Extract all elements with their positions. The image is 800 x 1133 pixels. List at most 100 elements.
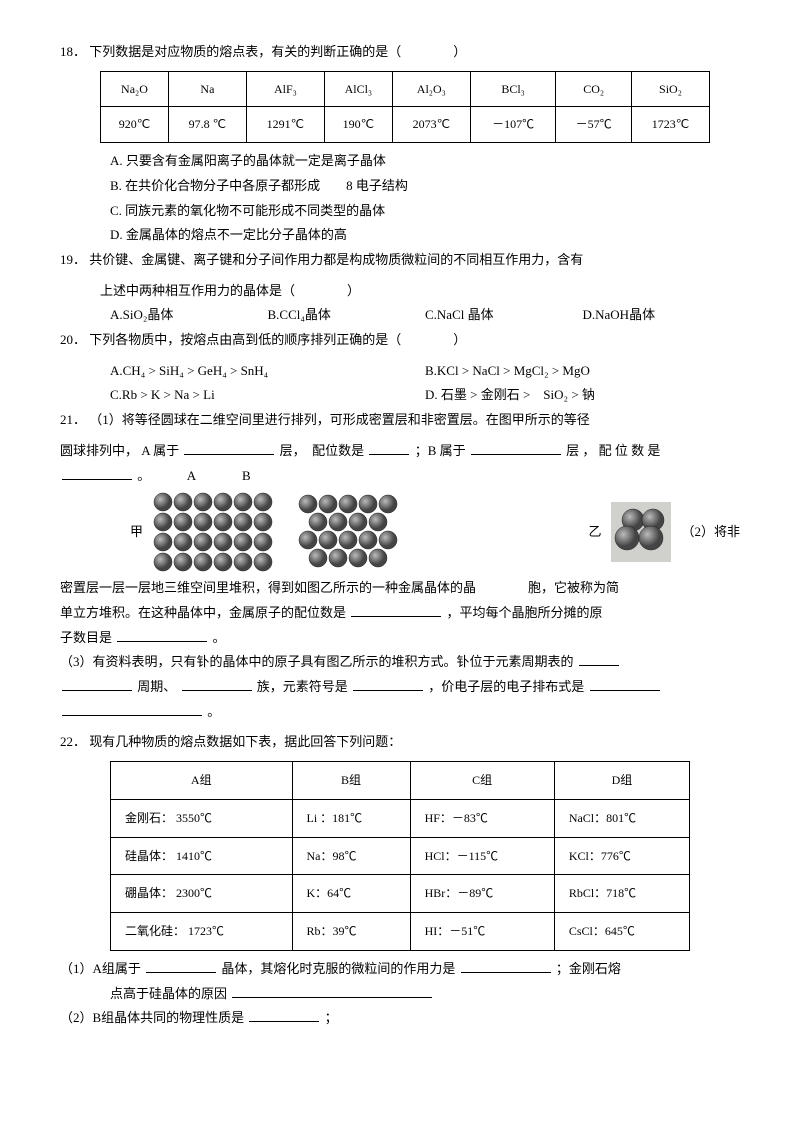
q21-t1a: （1）将等径圆球在二维空间里进行排列，可形成密置层和非密置层。在图甲所示的等径 [89, 412, 590, 427]
q20-options2: C.Rb > K > Na > Li D. 石墨 > 金刚石 > SiO₂ > … [60, 383, 740, 408]
q22-p1c: ；金刚石熔 [556, 961, 621, 976]
q21-t3b-b: 族，元素符号是 [257, 679, 348, 694]
packing-hex-icon [293, 492, 403, 572]
q18-h3: AlF₃ [246, 71, 324, 107]
q19-stem2: 上述中两种相互作用力的晶体是（ ） [60, 279, 740, 304]
cell: 硅晶体： 1410℃ [111, 837, 293, 875]
q21-t1c: 。 [137, 468, 150, 483]
blank [249, 1008, 319, 1022]
q19-optB: B.CCl₄晶体 [268, 303, 426, 328]
cell: Na：98℃ [292, 837, 410, 875]
blank [351, 603, 441, 617]
q18-h2: Na [168, 71, 246, 107]
q22-p2b: ； [325, 1010, 338, 1025]
blank [184, 441, 274, 455]
q22-table: A组 B组 C组 D组 金刚石： 3550℃ Li ：181℃ HF：－83℃ … [110, 761, 690, 951]
q22-p1a: （1）A组属于 [60, 961, 141, 976]
q22-p1b: 晶体，其熔化时克服的微粒间的作用力是 [221, 961, 455, 976]
q18-v8: 1723℃ [631, 107, 709, 143]
q21-t2b-a: 单立方堆积。在这种晶体中，金属原子的配位数是 [60, 605, 346, 620]
q21-t3a-text: （3）有资料表明，只有钋的晶体中的原子具有图乙所示的堆积方式。钋位于元素周期表的 [60, 654, 574, 669]
q21-t1b-a: 圆球排列中， A 属于 [60, 443, 179, 458]
cell: RbCl：718℃ [554, 875, 689, 913]
q22-p2-text: （2）B组晶体共同的物理性质是 [60, 1010, 244, 1025]
q20-options1: A.CH₄ > SiH₄ > GeH₄ > SnH₄ B.KCl > NaCl … [60, 359, 740, 384]
q22-stem: 现有几种物质的熔点数据如下表，据此回答下列问题： [89, 734, 401, 749]
blank [471, 441, 561, 455]
q21-t1b-b: 层， 配位数是 [280, 443, 365, 458]
cell: HI：－51℃ [410, 913, 554, 951]
blank [182, 677, 252, 691]
blank [369, 441, 409, 455]
q22-number: 22． [60, 734, 86, 749]
cell: 二氧化硅： 1723℃ [111, 913, 293, 951]
cell: K：64℃ [292, 875, 410, 913]
q21-t2c-b: 。 [213, 630, 226, 645]
q21-t3b: 周期、 族，元素符号是 ，价电子层的电子排布式是 [60, 675, 740, 700]
cell: HCl：－115℃ [410, 837, 554, 875]
q18-table: Na₂O Na AlF₃ AlCl₃ Al₂O₃ BCl₃ CO₂ SiO₂ 9… [100, 71, 710, 144]
q22-hC: C组 [410, 762, 554, 800]
q19-optA: A.SiO₂晶体 [110, 303, 268, 328]
q21-t3d: 。 [60, 700, 740, 725]
q18-v7: －57℃ [556, 107, 632, 143]
q21-jia: 甲 [130, 520, 143, 545]
blank [353, 677, 423, 691]
q18-optA: A. 只要含有金属阳离子的晶体就一定是离子晶体 [60, 149, 740, 174]
q18-v2: 97.8 ℃ [168, 107, 246, 143]
question-20: 20． 下列各物质中，按熔点由高到低的顺序排列正确的是（ ） [60, 328, 740, 353]
q21-number: 21． [60, 412, 86, 427]
q21-t2b-b: ，平均每个晶胞所分摊的原 [447, 605, 603, 620]
blank [579, 652, 619, 666]
packing-square-icon [153, 492, 273, 572]
cell: NaCl：801℃ [554, 799, 689, 837]
blank [117, 628, 207, 642]
q22-hB: B组 [292, 762, 410, 800]
q21-t3d-text: 。 [207, 704, 220, 719]
q20-optC: C.Rb > K > Na > Li [110, 383, 425, 408]
q22-hD: D组 [554, 762, 689, 800]
cell: 硼晶体： 2300℃ [111, 875, 293, 913]
q18-v5: 2073℃ [392, 107, 470, 143]
q21-t3b-c: ，价电子层的电子排布式是 [428, 679, 584, 694]
q21-t3b-a: 周期、 [137, 679, 176, 694]
cell: HBr：－89℃ [410, 875, 554, 913]
q21-t1b-c: ；B 属于 [415, 443, 466, 458]
cell: 金刚石： 3550℃ [111, 799, 293, 837]
q22-p1d: 点高于硅晶体的原因 [60, 982, 740, 1007]
cell: HF：－83℃ [410, 799, 554, 837]
q18-h4: AlCl₃ [324, 71, 392, 107]
q21-t2c: 子数目是 。 [60, 626, 740, 651]
q18-v1: 920℃ [101, 107, 169, 143]
q21-t2tail: （2）将非 [681, 520, 740, 545]
blank [232, 984, 432, 998]
q21-line3: 。 A B [60, 464, 740, 489]
cell: KCl：776℃ [554, 837, 689, 875]
q18-h6: BCl₃ [470, 71, 556, 107]
q19-number: 19． [60, 252, 86, 267]
blank [590, 677, 660, 691]
q21-t3a: （3）有资料表明，只有钋的晶体中的原子具有图乙所示的堆积方式。钋位于元素周期表的 [60, 650, 740, 675]
q21-label-B: B [242, 468, 251, 483]
q18-number: 18． [60, 44, 86, 59]
q22-p2: （2）B组晶体共同的物理性质是 ； [60, 1006, 740, 1031]
blank [461, 959, 551, 973]
q22-p1: （1）A组属于 晶体，其熔化时克服的微粒间的作用力是 ；金刚石熔 [60, 957, 740, 982]
q21-line2: 圆球排列中， A 属于 层， 配位数是 ；B 属于 层 ， 配 位 数 是 [60, 439, 740, 464]
cell: Li ：181℃ [292, 799, 410, 837]
q19-options: A.SiO₂晶体 B.CCl₄晶体 C.NaCl 晶体 D.NaOH晶体 [60, 303, 740, 328]
cubic-cell-icon [611, 502, 671, 562]
q18-v4: 190℃ [324, 107, 392, 143]
q20-optA: A.CH₄ > SiH₄ > GeH₄ > SnH₄ [110, 359, 425, 384]
q21-t2b: 单立方堆积。在这种晶体中，金属原子的配位数是 ，平均每个晶胞所分摊的原 [60, 601, 740, 626]
question-18: 18． 下列数据是对应物质的熔点表，有关的判断正确的是（ ） [60, 40, 740, 65]
q22-hA: A组 [111, 762, 293, 800]
q19-stem1: 共价键、金属键、离子键和分子间作用力都是构成物质微粒间的不同相互作用力，含有 [89, 252, 583, 267]
q18-h5: Al₂O₃ [392, 71, 470, 107]
q18-v3: 1291℃ [246, 107, 324, 143]
q20-stem: 下列各物质中，按熔点由高到低的顺序排列正确的是（ ） [89, 332, 466, 347]
question-19: 19． 共价键、金属键、离子键和分子间作用力都是构成物质微粒间的不同相互作用力，… [60, 248, 740, 273]
q21-label-A: A [187, 468, 196, 483]
q18-stem: 下列数据是对应物质的熔点表，有关的判断正确的是（ ） [89, 44, 466, 59]
q18-optC: C. 同族元素的氧化物不可能形成不同类型的晶体 [60, 199, 740, 224]
